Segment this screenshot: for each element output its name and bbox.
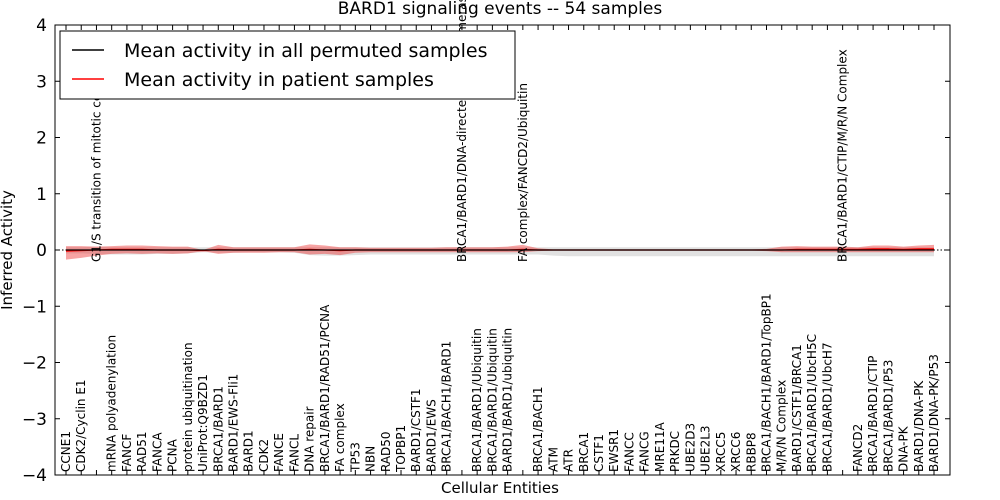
x-tick-label: CSTF1 xyxy=(592,434,606,472)
x-tick-label: UBE2D3 xyxy=(683,423,697,472)
y-tick-label: 0 xyxy=(36,241,47,261)
y-tick-label: −3 xyxy=(22,410,47,430)
x-tick-label: BRCA1/BACH1/BARD1/TopBP1 xyxy=(760,293,774,472)
x-tick-label: G1/S transition of mitotic cell cycle xyxy=(90,52,104,262)
x-tick-label: TP53 xyxy=(348,442,362,473)
legend-box xyxy=(59,30,516,100)
x-tick-label: FA complex/FANCD2/Ubiquitin xyxy=(516,83,530,262)
x-tick-label: BRCA1/BACH1 xyxy=(531,386,545,472)
x-tick-label: BARD1/CSTF1/BRCA1 xyxy=(790,344,804,472)
x-tick-label: BARD1/EWS-Fli1 xyxy=(227,374,241,472)
x-tick-label: BARD1 xyxy=(242,430,256,472)
x-tick-label: XRCC5 xyxy=(714,432,728,472)
x-tick-label: RAD50 xyxy=(379,431,393,472)
x-tick-label: TOPBP1 xyxy=(394,425,408,473)
x-tick-label: RBBP8 xyxy=(744,432,758,472)
y-axis-label: Inferred Activity xyxy=(0,190,16,310)
y-tick-label: 4 xyxy=(36,16,47,36)
x-tick-label: FA complex xyxy=(333,403,347,472)
x-tick-label: M/R/N Complex xyxy=(775,380,789,472)
x-tick-label: BARD1/BARD1/ubiquitin xyxy=(501,328,515,472)
x-tick-label: BRCA1/BARD1 xyxy=(211,386,225,472)
x-tick-label: RAD51 xyxy=(135,431,149,472)
x-axis-label: Cellular Entities xyxy=(441,479,559,497)
legend-label-permuted: Mean activity in all permuted samples xyxy=(124,40,487,62)
y-tick-label: −4 xyxy=(22,466,47,486)
band-patient xyxy=(66,244,934,260)
x-tick-label: FANCA xyxy=(150,432,164,472)
x-tick-label: MRE11A xyxy=(653,421,667,472)
x-tick-label: ATR xyxy=(562,449,576,472)
x-tick-label: CCNE1 xyxy=(59,431,73,472)
x-tick-label: PRKDC xyxy=(668,431,682,472)
x-tick-label: CDK2 xyxy=(257,439,271,472)
activity-bands xyxy=(66,244,934,260)
x-tick-label: mRNA polyadenylation xyxy=(105,335,119,472)
x-tick-label: NBN xyxy=(364,446,378,472)
y-tick-label: 1 xyxy=(36,185,47,205)
y-tick-label: 3 xyxy=(36,72,47,92)
x-tick-label: BARD1/CSTF1 xyxy=(409,388,423,472)
x-tick-label: ATM xyxy=(546,447,560,472)
x-tick-label: FANCC xyxy=(622,432,636,472)
x-tick-label: FANCF xyxy=(120,434,134,472)
x-tick-label: BRCA1/BARD1/Ubiquitin xyxy=(470,328,484,472)
x-tick-label: BARD1/DNA-PK/P53 xyxy=(927,354,941,472)
x-tick-label: XRCC6 xyxy=(729,432,743,472)
x-tick-labels: CCNE1 CDK2/Cyclin E1 G1/S transition of mi… xyxy=(59,0,941,473)
x-tick-label: protein ubiquitination xyxy=(181,342,195,472)
y-axis: −4 −3 −2 −1 0 1 2 3 4 xyxy=(22,16,950,486)
x-tick-label: DNA-PK xyxy=(897,425,911,472)
x-tick-label: BARD1/EWS xyxy=(425,399,439,472)
x-axis xyxy=(65,25,935,475)
y-tick-label: 2 xyxy=(36,129,47,149)
chart-title: BARD1 signaling events -- 54 samples xyxy=(338,0,663,19)
x-tick-label: EWSR1 xyxy=(607,429,621,472)
x-tick-label: CDK2/Cyclin E1 xyxy=(74,379,88,472)
x-tick-label: FANCG xyxy=(638,431,652,472)
y-tick-label: −1 xyxy=(22,297,47,317)
x-tick-label: DNA repair xyxy=(303,406,317,472)
x-tick-label: BRCA1 xyxy=(577,432,591,472)
x-tick-label: BRCA1/BARD1/UbcH7 xyxy=(820,342,834,472)
x-tick-label: FANCL xyxy=(287,434,301,472)
y-tick-label: −2 xyxy=(22,354,47,374)
x-tick-label: BRCA1/BARD1/CTIP xyxy=(866,356,880,472)
x-tick-label: BRCA1/BARD1/CTIP/M/R/N Complex xyxy=(836,49,850,262)
x-tick-label: UniProt:Q9BZD1 xyxy=(196,374,210,472)
legend: Mean activity in all permuted samples Me… xyxy=(59,30,516,100)
legend-label-patient: Mean activity in patient samples xyxy=(124,69,434,91)
x-tick-label: BRCA1/BARD1/UbcH5C xyxy=(805,334,819,472)
x-tick-label: BRCA1/BARD1/P53 xyxy=(881,360,895,472)
band-permuted xyxy=(66,246,934,257)
x-tick-label: UBE2L3 xyxy=(699,425,713,472)
x-tick-label: BRCA1/BACH1/BARD1 xyxy=(440,341,454,472)
x-tick-label: FANCE xyxy=(272,433,286,472)
x-tick-label: BRCA1/BARD1/RAD51/PCNA xyxy=(318,304,332,472)
x-tick-label: BRCA1/BARD1/Ubiquitin xyxy=(485,328,499,472)
x-tick-label: PCNA xyxy=(166,438,180,472)
x-tick-label: BARD1/DNA-PK xyxy=(912,380,926,472)
series-lines xyxy=(55,248,950,252)
x-tick-label: FANCD2 xyxy=(851,424,865,472)
